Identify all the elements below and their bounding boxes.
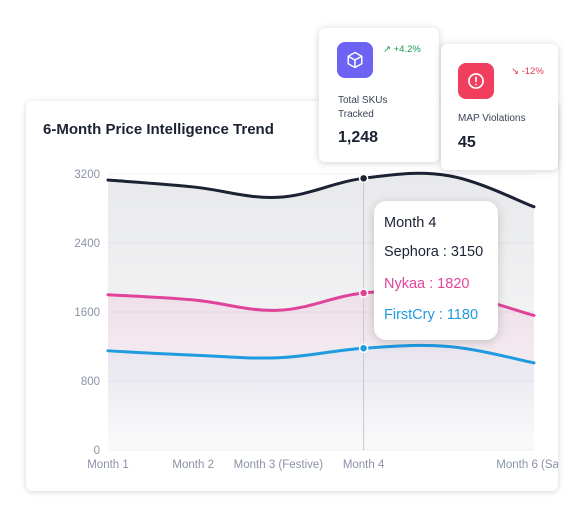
trend-up-icon: ↗ xyxy=(383,44,394,55)
kpi-label: Total SKUs Tracked xyxy=(338,95,388,120)
tooltip-line-sephora: Sephora : 3150 xyxy=(384,244,484,260)
kpi-card-total-skus[interactable]: ↗ +4.2% Total SKUs Tracked 1,248 xyxy=(319,28,439,162)
kpi-value: 45 xyxy=(458,134,476,151)
alert-circle-icon xyxy=(458,63,494,99)
kpi-change-value: -12% xyxy=(521,66,544,77)
y-tick-label: 1600 xyxy=(74,307,100,319)
y-tick-label: 3200 xyxy=(74,169,100,181)
hover-point-nykaa xyxy=(358,288,369,298)
y-tick-label: 0 xyxy=(94,445,100,457)
tooltip-line-nykaa: Nykaa : 1820 xyxy=(384,276,470,292)
chart-tooltip: Month 4 Sephora : 3150 Nykaa : 1820 Firs… xyxy=(374,201,498,340)
x-tick-label: Month 1 xyxy=(87,459,129,471)
series-area-firstcry xyxy=(108,345,534,450)
x-tick-label: Month 3 (Festive) xyxy=(234,459,324,471)
kpi-change-value: +4.2% xyxy=(393,44,421,55)
x-tick-label: Month 2 xyxy=(172,459,214,471)
tooltip-line-firstcry: FirstCry : 1180 xyxy=(384,307,479,323)
y-tick-label: 800 xyxy=(81,376,100,388)
kpi-change-up: ↗ +4.2% xyxy=(383,44,421,55)
kpi-value: 1,248 xyxy=(338,129,379,146)
chart-title: 6-Month Price Intelligence Trend xyxy=(43,121,274,138)
hover-point-sephora xyxy=(358,173,369,184)
box-icon xyxy=(337,42,373,78)
series-line-sephora xyxy=(106,171,536,209)
y-tick-label: 2400 xyxy=(74,238,100,250)
trend-down-icon: ↘ xyxy=(511,66,522,77)
kpi-card-map-violations[interactable]: ↘ -12% MAP Violations 45 xyxy=(441,44,558,170)
hover-point-firstcry xyxy=(358,343,369,353)
kpi-change-down: ↘ -12% xyxy=(511,66,544,77)
x-tick-label: Month 4 xyxy=(343,459,385,471)
kpi-label: MAP Violations xyxy=(458,113,526,124)
tooltip-title: Month 4 xyxy=(384,215,437,231)
x-tick-label: Month 6 (Sale) xyxy=(496,459,558,471)
series-line-firstcry xyxy=(106,343,536,365)
